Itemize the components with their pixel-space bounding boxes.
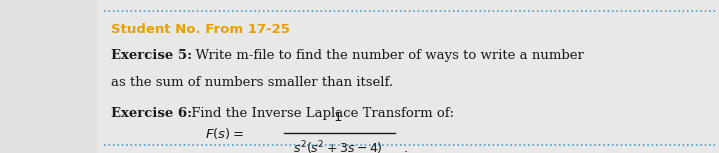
Text: Find the Inverse Laplace Transform of:: Find the Inverse Laplace Transform of: <box>187 107 454 120</box>
Text: $s^2(s^2+3s-4)$: $s^2(s^2+3s-4)$ <box>293 140 383 153</box>
FancyBboxPatch shape <box>0 0 97 153</box>
Text: as the sum of numbers smaller than itself.: as the sum of numbers smaller than itsel… <box>111 76 393 90</box>
Text: $F(s) =$: $F(s) =$ <box>206 126 244 141</box>
Text: $.$: $.$ <box>403 142 408 153</box>
Text: Exercise 6:: Exercise 6: <box>111 107 193 120</box>
Text: Exercise 5:: Exercise 5: <box>111 49 193 62</box>
Text: Write m-file to find the number of ways to write a number: Write m-file to find the number of ways … <box>187 49 584 62</box>
Text: $1$: $1$ <box>334 111 342 124</box>
Text: Student No. From 17-25: Student No. From 17-25 <box>111 23 290 36</box>
